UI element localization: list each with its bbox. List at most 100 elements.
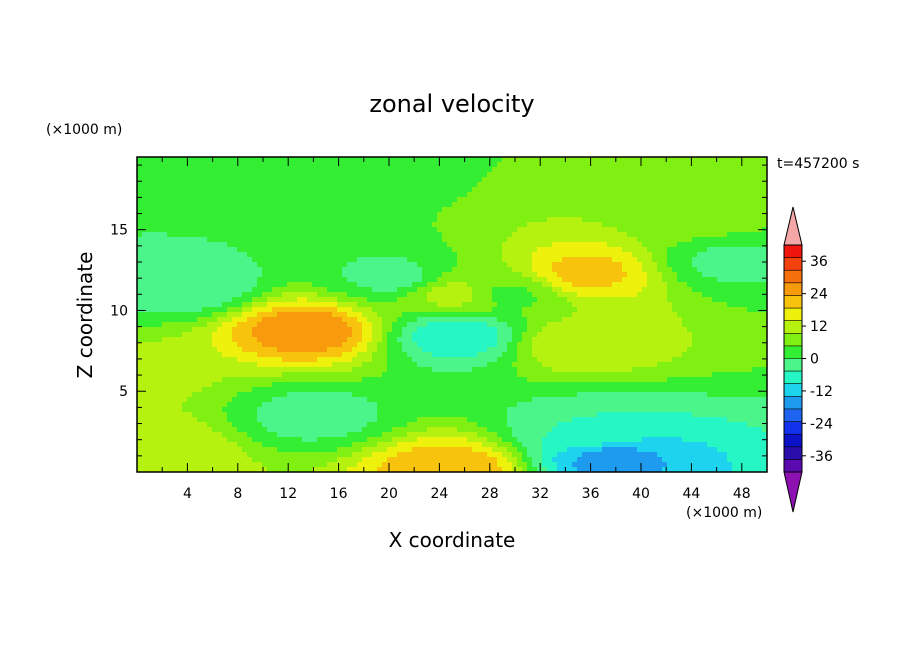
contour-cell: [452, 247, 503, 253]
contour-cell: [502, 157, 767, 163]
colorbar-tick-label: 36: [810, 254, 828, 270]
contour-cell: [497, 317, 528, 323]
contour-cell: [542, 437, 643, 443]
contour-cell: [557, 422, 748, 428]
contour-cell: [467, 417, 508, 423]
contour-cell: [472, 447, 493, 453]
contour-cell: [602, 222, 767, 228]
contour-cell: [542, 452, 558, 458]
contour-cell: [347, 277, 423, 283]
contour-cell: [262, 272, 343, 278]
x-tick-label: 40: [632, 486, 650, 502]
colorbar-swatch: [784, 396, 802, 410]
contour-cell: [137, 222, 433, 228]
contour-cell: [267, 297, 298, 303]
contour-cell: [397, 297, 428, 303]
contour-cell: [612, 282, 648, 288]
contour-cell: [497, 302, 533, 308]
contour-cell: [667, 377, 767, 383]
contour-cell: [342, 317, 358, 323]
contour-cell: [472, 297, 493, 303]
contour-cell: [262, 267, 343, 273]
contour-cell: [262, 317, 343, 323]
contour-cell: [382, 317, 398, 323]
contour-cell: [137, 382, 213, 388]
contour-cell: [347, 262, 418, 268]
contour-cell: [257, 282, 288, 288]
colorbar: 36 24 12 0 -12 -24 -36: [783, 206, 833, 513]
x-axis: 4 8 12 16 20 24 28 32 36 40 44 48: [161, 157, 768, 502]
contour-cell: [687, 347, 767, 353]
contour-cell: [137, 302, 223, 308]
contour-cell: [552, 427, 763, 433]
contour-cell: [437, 302, 463, 308]
contour-cell: [432, 367, 473, 373]
contour-cell: [407, 352, 433, 358]
contour-cell: [137, 182, 478, 188]
contour-cell: [422, 347, 488, 353]
contour-cell: [567, 297, 668, 303]
contour-cell: [187, 397, 233, 403]
contour-cell: [612, 257, 638, 263]
contour-cell: [692, 412, 767, 418]
contour-cell: [507, 407, 767, 413]
contour-cell: [572, 282, 613, 288]
contour-cell: [377, 402, 518, 408]
contour-cell: [667, 287, 693, 293]
contour-cell: [262, 422, 368, 428]
contour-cell: [597, 412, 693, 418]
contour-cell: [572, 312, 678, 318]
contour-cell: [337, 302, 358, 308]
contour-cell: [347, 292, 408, 298]
contour-cell: [372, 327, 383, 333]
contour-cell: [622, 262, 643, 268]
contour-cell: [137, 247, 238, 253]
contour-cell: [167, 232, 443, 238]
contour-cell: [397, 287, 418, 293]
contour-cell: [282, 292, 318, 298]
contour-cell: [137, 227, 438, 233]
contour-cell: [372, 322, 383, 328]
contour-cell: [137, 337, 163, 343]
contour-cell: [142, 232, 168, 238]
contour-cell: [137, 232, 143, 238]
contour-cell: [352, 367, 388, 373]
contour-cell: [137, 367, 353, 373]
contour-cell: [272, 397, 368, 403]
contour-cell: [362, 337, 373, 343]
contour-cell: [137, 312, 213, 318]
contour-cell: [442, 237, 508, 243]
colorbar-tick-label: -24: [810, 416, 833, 432]
contour-cell: [497, 357, 518, 363]
contour-cell: [707, 442, 767, 448]
contour-cell: [377, 347, 388, 353]
contour-cell: [137, 162, 498, 168]
contour-cell: [622, 247, 648, 253]
contour-cell: [232, 332, 253, 338]
contour-cell: [492, 167, 767, 173]
contour-cell: [417, 317, 498, 323]
contour-cell: [557, 272, 628, 278]
contour-cell: [527, 317, 563, 323]
contour-cell: [317, 357, 353, 363]
contour-cell: [457, 252, 503, 258]
contour-cell: [497, 432, 513, 438]
contour-cell: [242, 307, 253, 313]
contour-cell: [447, 282, 468, 288]
contour-cell: [212, 337, 233, 343]
contour-cell: [522, 332, 538, 338]
contour-cell: [517, 342, 533, 348]
contour-cell: [702, 272, 767, 278]
contour-cell: [727, 232, 767, 238]
contour-cell: [637, 257, 653, 263]
contour-cell: [137, 277, 258, 283]
contour-cell: [137, 157, 503, 163]
contour-cell: [137, 362, 258, 368]
contour-cell: [712, 372, 767, 378]
contour-cell: [422, 277, 438, 283]
contour-cell: [442, 272, 523, 278]
contour-cell: [732, 462, 767, 468]
contour-cell: [422, 272, 443, 278]
contour-cell: [467, 437, 488, 443]
contour-cell: [677, 312, 767, 318]
